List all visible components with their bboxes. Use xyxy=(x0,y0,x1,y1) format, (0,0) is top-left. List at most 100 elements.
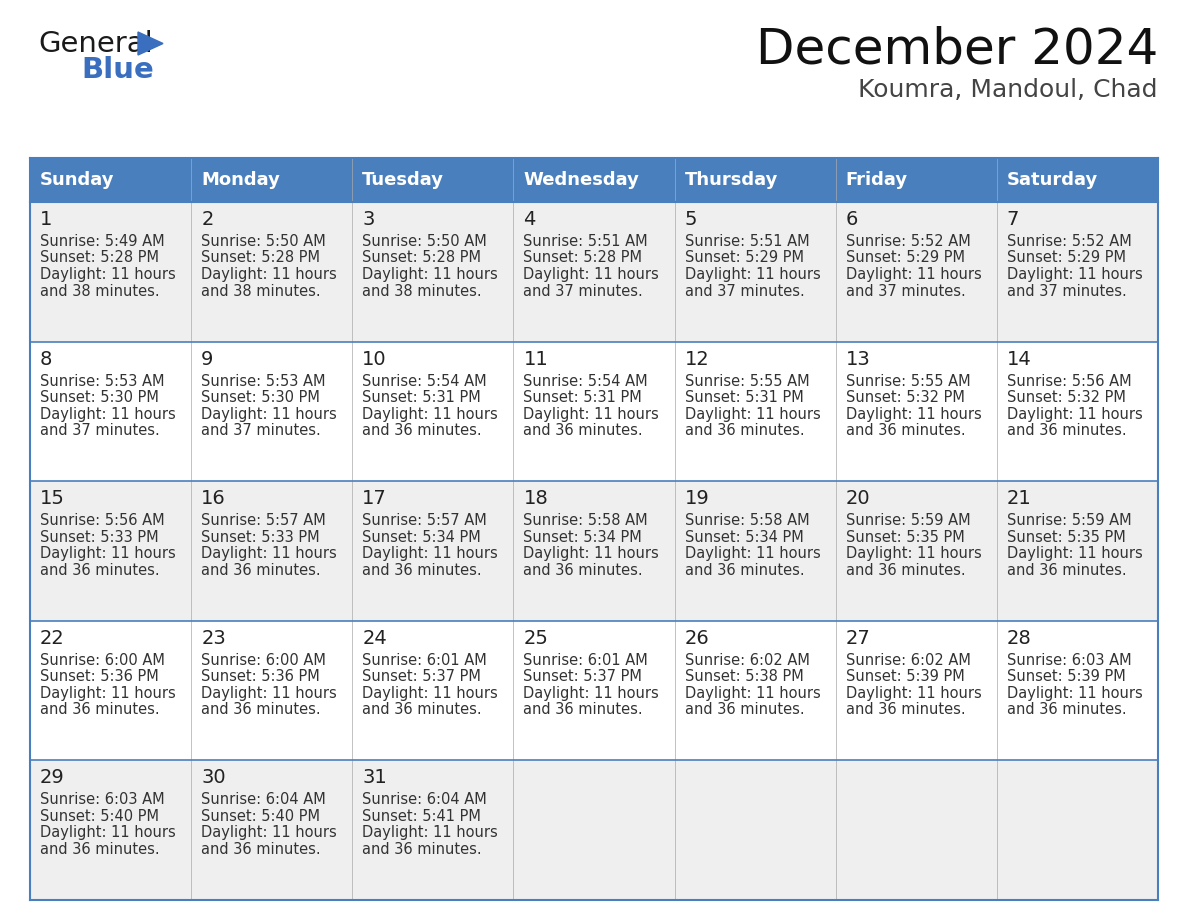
Text: and 36 minutes.: and 36 minutes. xyxy=(846,423,966,438)
Text: Sunrise: 6:04 AM: Sunrise: 6:04 AM xyxy=(201,792,326,808)
Text: Koumra, Mandoul, Chad: Koumra, Mandoul, Chad xyxy=(859,78,1158,102)
Text: Sunset: 5:30 PM: Sunset: 5:30 PM xyxy=(201,390,320,405)
Text: 25: 25 xyxy=(524,629,549,648)
Text: Daylight: 11 hours: Daylight: 11 hours xyxy=(201,546,337,561)
Text: Daylight: 11 hours: Daylight: 11 hours xyxy=(362,686,498,700)
Text: and 36 minutes.: and 36 minutes. xyxy=(684,423,804,438)
Text: 31: 31 xyxy=(362,768,387,788)
Text: and 36 minutes.: and 36 minutes. xyxy=(524,423,643,438)
Bar xyxy=(353,158,513,202)
Text: Blue: Blue xyxy=(81,56,153,84)
Text: and 36 minutes.: and 36 minutes. xyxy=(524,702,643,717)
Text: Sunset: 5:29 PM: Sunset: 5:29 PM xyxy=(684,251,803,265)
Text: 1: 1 xyxy=(40,210,52,229)
Text: December 2024: December 2024 xyxy=(756,26,1158,74)
Text: Sunset: 5:29 PM: Sunset: 5:29 PM xyxy=(1007,251,1126,265)
Text: and 36 minutes.: and 36 minutes. xyxy=(1007,563,1126,577)
Text: Daylight: 11 hours: Daylight: 11 hours xyxy=(684,686,821,700)
Text: Daylight: 11 hours: Daylight: 11 hours xyxy=(362,267,498,282)
Text: Daylight: 11 hours: Daylight: 11 hours xyxy=(40,686,176,700)
Text: Sunrise: 5:50 AM: Sunrise: 5:50 AM xyxy=(201,234,326,249)
Text: Sunset: 5:30 PM: Sunset: 5:30 PM xyxy=(40,390,159,405)
Text: Daylight: 11 hours: Daylight: 11 hours xyxy=(524,546,659,561)
Text: Sunrise: 5:58 AM: Sunrise: 5:58 AM xyxy=(684,513,809,528)
Text: Sunrise: 6:01 AM: Sunrise: 6:01 AM xyxy=(524,653,649,667)
Bar xyxy=(997,158,1158,202)
Text: Daylight: 11 hours: Daylight: 11 hours xyxy=(201,686,337,700)
Text: Sunset: 5:33 PM: Sunset: 5:33 PM xyxy=(201,530,320,544)
Text: 23: 23 xyxy=(201,629,226,648)
Text: Sunset: 5:28 PM: Sunset: 5:28 PM xyxy=(40,251,159,265)
Text: Sunrise: 5:53 AM: Sunrise: 5:53 AM xyxy=(201,374,326,388)
Text: Sunrise: 5:50 AM: Sunrise: 5:50 AM xyxy=(362,234,487,249)
Text: Sunset: 5:41 PM: Sunset: 5:41 PM xyxy=(362,809,481,823)
Bar xyxy=(191,158,353,202)
Text: Sunrise: 5:52 AM: Sunrise: 5:52 AM xyxy=(1007,234,1132,249)
Text: Sunset: 5:31 PM: Sunset: 5:31 PM xyxy=(362,390,481,405)
Text: 6: 6 xyxy=(846,210,858,229)
Bar xyxy=(835,158,997,202)
Text: and 36 minutes.: and 36 minutes. xyxy=(362,702,482,717)
Text: Sunrise: 6:00 AM: Sunrise: 6:00 AM xyxy=(40,653,165,667)
Text: Thursday: Thursday xyxy=(684,171,778,189)
Text: Sunrise: 6:02 AM: Sunrise: 6:02 AM xyxy=(846,653,971,667)
Text: and 36 minutes.: and 36 minutes. xyxy=(684,702,804,717)
Text: 22: 22 xyxy=(40,629,65,648)
Bar xyxy=(513,158,675,202)
Bar xyxy=(30,158,191,202)
Text: 11: 11 xyxy=(524,350,548,369)
Bar xyxy=(30,202,1158,341)
Text: 3: 3 xyxy=(362,210,374,229)
Text: 14: 14 xyxy=(1007,350,1031,369)
Text: Daylight: 11 hours: Daylight: 11 hours xyxy=(362,546,498,561)
Text: Sunrise: 5:56 AM: Sunrise: 5:56 AM xyxy=(40,513,165,528)
Text: Daylight: 11 hours: Daylight: 11 hours xyxy=(846,686,981,700)
Text: Sunset: 5:40 PM: Sunset: 5:40 PM xyxy=(40,809,159,823)
Text: Daylight: 11 hours: Daylight: 11 hours xyxy=(1007,407,1143,421)
Text: Sunrise: 5:51 AM: Sunrise: 5:51 AM xyxy=(684,234,809,249)
Text: Sunrise: 5:52 AM: Sunrise: 5:52 AM xyxy=(846,234,971,249)
Text: 12: 12 xyxy=(684,350,709,369)
Text: Sunset: 5:34 PM: Sunset: 5:34 PM xyxy=(524,530,643,544)
Text: Daylight: 11 hours: Daylight: 11 hours xyxy=(40,546,176,561)
Text: Sunset: 5:31 PM: Sunset: 5:31 PM xyxy=(684,390,803,405)
Text: Daylight: 11 hours: Daylight: 11 hours xyxy=(684,407,821,421)
Text: and 36 minutes.: and 36 minutes. xyxy=(201,563,321,577)
Text: Sunset: 5:31 PM: Sunset: 5:31 PM xyxy=(524,390,643,405)
Text: Sunset: 5:36 PM: Sunset: 5:36 PM xyxy=(201,669,320,684)
Text: and 36 minutes.: and 36 minutes. xyxy=(1007,423,1126,438)
Text: Sunrise: 6:00 AM: Sunrise: 6:00 AM xyxy=(201,653,326,667)
Text: Sunset: 5:34 PM: Sunset: 5:34 PM xyxy=(362,530,481,544)
Text: Sunrise: 5:49 AM: Sunrise: 5:49 AM xyxy=(40,234,165,249)
Text: 21: 21 xyxy=(1007,489,1031,509)
Text: 27: 27 xyxy=(846,629,871,648)
Text: Sunrise: 6:02 AM: Sunrise: 6:02 AM xyxy=(684,653,809,667)
Text: 28: 28 xyxy=(1007,629,1031,648)
Text: and 36 minutes.: and 36 minutes. xyxy=(846,563,966,577)
Text: and 37 minutes.: and 37 minutes. xyxy=(846,284,966,298)
Text: 9: 9 xyxy=(201,350,214,369)
Text: and 37 minutes.: and 37 minutes. xyxy=(1007,284,1126,298)
Bar xyxy=(675,158,835,202)
Bar xyxy=(30,621,1158,760)
Text: 16: 16 xyxy=(201,489,226,509)
Text: Daylight: 11 hours: Daylight: 11 hours xyxy=(40,825,176,840)
Text: and 38 minutes.: and 38 minutes. xyxy=(362,284,482,298)
Text: Daylight: 11 hours: Daylight: 11 hours xyxy=(40,267,176,282)
Text: 24: 24 xyxy=(362,629,387,648)
Text: Sunrise: 6:03 AM: Sunrise: 6:03 AM xyxy=(40,792,165,808)
Text: 18: 18 xyxy=(524,489,548,509)
Text: Sunset: 5:36 PM: Sunset: 5:36 PM xyxy=(40,669,159,684)
Text: Sunrise: 6:01 AM: Sunrise: 6:01 AM xyxy=(362,653,487,667)
Text: Daylight: 11 hours: Daylight: 11 hours xyxy=(201,407,337,421)
Text: and 36 minutes.: and 36 minutes. xyxy=(362,563,482,577)
Text: and 37 minutes.: and 37 minutes. xyxy=(684,284,804,298)
Text: Sunrise: 5:56 AM: Sunrise: 5:56 AM xyxy=(1007,374,1131,388)
Text: 17: 17 xyxy=(362,489,387,509)
Text: Sunrise: 6:03 AM: Sunrise: 6:03 AM xyxy=(1007,653,1131,667)
Text: Sunrise: 5:59 AM: Sunrise: 5:59 AM xyxy=(1007,513,1131,528)
Text: 19: 19 xyxy=(684,489,709,509)
Text: Sunset: 5:37 PM: Sunset: 5:37 PM xyxy=(362,669,481,684)
Text: 2: 2 xyxy=(201,210,214,229)
Text: Saturday: Saturday xyxy=(1007,171,1098,189)
